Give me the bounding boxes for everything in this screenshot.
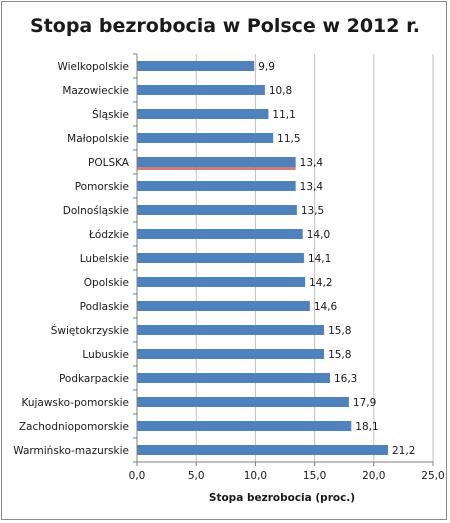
x-tick-label: 20,0	[362, 470, 385, 482]
value-label: 14,0	[307, 229, 330, 241]
chart-title: Stopa bezrobocia w Polsce w 2012 r.	[30, 15, 420, 37]
value-label: 13,4	[300, 181, 324, 193]
x-tick-label: 25,0	[421, 470, 444, 482]
value-label: 11,1	[272, 109, 295, 121]
bar	[137, 421, 352, 431]
bar	[137, 133, 274, 143]
category-label: Dolnośląskie	[63, 205, 129, 217]
value-label: 16,3	[334, 373, 357, 385]
category-labels: Wielkopolskie Mazowieckie Śląskie Małopolsk…	[13, 61, 130, 457]
value-label: 13,4	[300, 157, 324, 169]
value-label: 18,1	[355, 421, 378, 433]
value-label: 15,8	[328, 349, 351, 361]
category-label: Lubuskie	[82, 349, 129, 361]
bar	[137, 445, 389, 455]
category-label: Pomorskie	[75, 181, 129, 193]
category-label: Wielkopolskie	[57, 61, 129, 73]
x-tick-label: 0,0	[129, 470, 146, 482]
bar	[137, 301, 310, 311]
bar	[137, 85, 265, 95]
value-label: 14,1	[308, 253, 331, 265]
category-label: Mazowieckie	[62, 85, 129, 97]
value-labels: 9,910,811,111,513,413,413,514,014,114,21…	[258, 61, 415, 457]
value-label: 13,5	[301, 205, 324, 217]
bar	[137, 229, 303, 239]
value-label: 15,8	[328, 325, 351, 337]
highlight-underline	[137, 166, 296, 170]
bar	[137, 205, 297, 215]
category-label: Lubelskie	[80, 253, 129, 265]
bar	[137, 373, 330, 383]
category-label: Podlaskie	[80, 301, 129, 313]
category-label: Warmińsko-mazurskie	[13, 445, 129, 457]
bar	[137, 277, 306, 287]
bar	[137, 157, 296, 167]
value-label: 9,9	[258, 61, 275, 73]
bar	[137, 109, 269, 119]
x-tick-label: 10,0	[244, 470, 267, 482]
category-label: Opolskie	[84, 277, 129, 289]
value-label: 17,9	[353, 397, 376, 409]
category-label: POLSKA	[88, 157, 130, 169]
category-label: Małopolskie	[67, 133, 129, 145]
x-tick-label: 5,0	[188, 470, 205, 482]
bar	[137, 349, 325, 359]
bar	[137, 253, 304, 263]
x-tick-labels: 0,0 5,0 10,0 15,0 20,0 25,0	[129, 470, 445, 482]
category-label: Łódzkie	[88, 229, 129, 241]
value-label: 11,5	[277, 133, 300, 145]
bar	[137, 61, 255, 71]
bar	[137, 397, 349, 407]
grid-lines	[133, 53, 434, 466]
bar	[137, 181, 296, 191]
category-label: Kujawsko-pomorskie	[21, 397, 129, 409]
category-label: Świętokrzyskie	[51, 324, 129, 337]
value-label: 10,8	[269, 85, 292, 97]
x-axis-title: Stopa bezrobocia (proc.)	[209, 492, 355, 504]
category-label: Śląskie	[92, 108, 129, 121]
category-label: Podkarpackie	[59, 373, 129, 385]
category-label: Zachodniopomorskie	[19, 421, 129, 433]
bar	[137, 325, 325, 335]
bars	[137, 61, 389, 455]
value-label: 21,2	[392, 445, 415, 457]
value-label: 14,2	[309, 277, 332, 289]
value-label: 14,6	[314, 301, 338, 313]
x-tick-label: 15,0	[303, 470, 326, 482]
